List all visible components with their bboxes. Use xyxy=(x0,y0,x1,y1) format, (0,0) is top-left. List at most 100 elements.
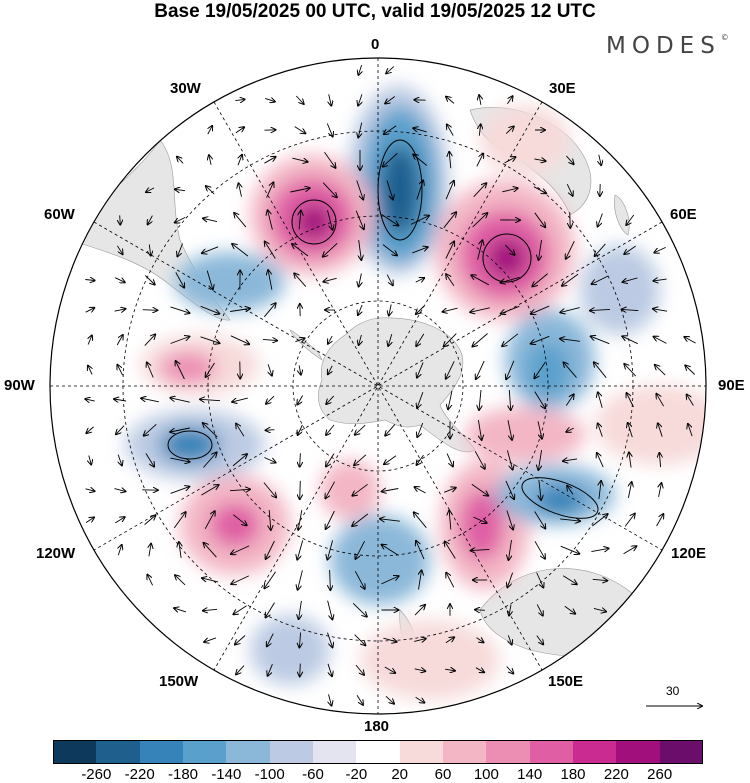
wind-vector xyxy=(233,514,246,526)
wind-vector xyxy=(628,482,631,498)
wind-vector xyxy=(446,573,455,588)
wind-vector xyxy=(384,666,395,673)
colorbar-segment xyxy=(356,740,401,764)
wind-vector xyxy=(202,246,219,253)
wind-vector xyxy=(204,511,215,530)
wind-vector xyxy=(266,602,275,618)
wind-vector xyxy=(507,572,514,588)
wind-vector xyxy=(560,519,580,521)
wind-vector xyxy=(417,362,424,377)
wind-vector xyxy=(623,546,637,555)
wind-vector xyxy=(501,305,520,313)
wind-vector xyxy=(383,152,398,166)
map-title: Base 19/05/2025 00 UTC, valid 19/05/2025… xyxy=(154,1,596,22)
wind-vector xyxy=(145,453,154,466)
wind-vector xyxy=(449,152,451,169)
wind-vector xyxy=(479,95,481,105)
wind-vector xyxy=(116,335,123,346)
wind-vector xyxy=(599,154,601,165)
wind-vector xyxy=(386,66,395,74)
neg-center-0 xyxy=(348,85,448,275)
wind-vector xyxy=(330,569,331,590)
wind-vector xyxy=(327,632,333,648)
wind-vector xyxy=(509,389,510,410)
wind-vector xyxy=(297,540,304,559)
wind-vector xyxy=(386,180,393,200)
wind-vector xyxy=(688,424,693,437)
wind-vector xyxy=(236,424,245,437)
wind-vector xyxy=(475,668,484,673)
wind-vector xyxy=(264,571,276,589)
wind-vector xyxy=(566,241,575,259)
wind-vector xyxy=(534,361,546,379)
wind-vector xyxy=(327,210,333,229)
wind-vector xyxy=(200,336,220,343)
wind-vector xyxy=(88,336,92,345)
colorbar-segment xyxy=(183,740,227,764)
wind-vector xyxy=(236,665,245,675)
wind-vector xyxy=(389,304,391,316)
wind-vector xyxy=(358,304,362,315)
wind-vector xyxy=(506,450,512,469)
wind-vector xyxy=(85,517,94,523)
wind-vector xyxy=(170,337,190,344)
wind-vector xyxy=(385,424,396,435)
wind-vector xyxy=(622,336,638,345)
wind-vector xyxy=(653,309,668,311)
colorbar-tick-label: 220 xyxy=(603,766,629,783)
map-disc xyxy=(50,58,706,714)
wind-vector xyxy=(536,604,543,615)
wind-vector xyxy=(268,210,273,230)
wind-vector xyxy=(448,390,453,409)
wind-vector xyxy=(654,246,666,252)
wind-vector xyxy=(328,335,332,344)
wind-vector xyxy=(359,273,362,287)
wind-vector xyxy=(269,509,271,530)
wind-vector xyxy=(295,338,304,341)
wind-vector xyxy=(473,516,486,523)
wind-vector xyxy=(268,364,272,375)
wind-vector xyxy=(446,453,453,467)
reference-vector-label: 30 xyxy=(666,684,680,698)
colorbar xyxy=(53,740,704,764)
colorbar-tick-label: -20 xyxy=(345,766,368,783)
wind-vectors xyxy=(85,64,696,706)
wind-vector xyxy=(414,639,426,642)
wind-vector xyxy=(147,363,154,378)
wind-vector xyxy=(628,423,633,438)
wind-vector xyxy=(327,600,333,620)
lon-label-180: 180 xyxy=(364,718,390,735)
wind-vector xyxy=(299,211,301,230)
wind-vector xyxy=(204,637,217,642)
wind-vector xyxy=(562,273,579,286)
pos-center-40e xyxy=(435,180,575,320)
wind-vector xyxy=(473,183,487,198)
colorbar-tick-label: -140 xyxy=(211,766,242,783)
wind-vector xyxy=(599,481,601,500)
wind-vector xyxy=(88,366,92,375)
wind-vector xyxy=(354,570,364,589)
wind-vector xyxy=(413,128,427,132)
wind-vector xyxy=(385,695,394,703)
lon-label-120e: 120E xyxy=(671,545,707,562)
wind-vector xyxy=(445,669,455,671)
wind-vector xyxy=(118,545,121,556)
colorbar-segment xyxy=(96,740,141,764)
wind-vector xyxy=(386,274,393,286)
wind-vector xyxy=(591,548,608,551)
wind-vector xyxy=(655,365,666,376)
wind-vector xyxy=(447,125,454,136)
wind-vector xyxy=(560,339,580,342)
wind-vector xyxy=(538,450,541,470)
wind-vector xyxy=(299,632,300,648)
wind-vector xyxy=(532,273,548,287)
wind-vector xyxy=(231,575,249,584)
wind-vector xyxy=(471,275,490,286)
wind-vector xyxy=(203,609,218,610)
wind-vector xyxy=(507,96,512,105)
wind-vector xyxy=(446,97,455,104)
wind-vector xyxy=(626,214,635,225)
wind-vector xyxy=(146,188,155,192)
wind-vector xyxy=(598,213,603,227)
wind-vector xyxy=(443,308,458,312)
